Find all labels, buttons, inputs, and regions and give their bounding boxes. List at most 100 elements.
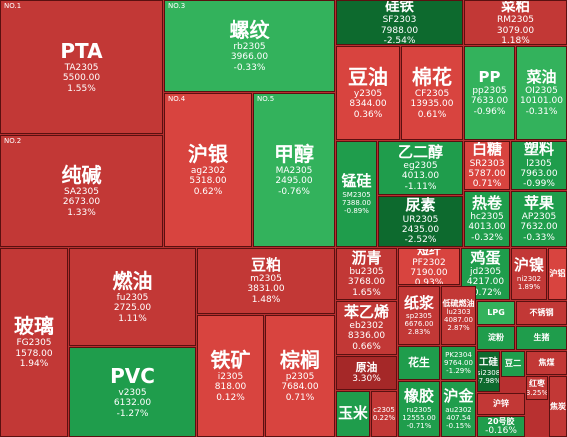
commodity-tile: NO.1 PTA TA2305 5500.00 1.55% [0, 0, 163, 134]
tile-change: -0.89% [344, 206, 369, 215]
commodity-tile: 锰硅 SM2305 7388.00 -0.89% [336, 141, 377, 247]
tile-change: 0.62% [193, 186, 223, 197]
tile-price: 2673.00 [62, 197, 101, 208]
commodity-name: PP [478, 67, 501, 86]
tile-price: 9764.00 [444, 358, 473, 367]
tile-price: 10101.00 [520, 96, 563, 107]
commodity-tile: 豆油 y2305 8344.00 0.36% [336, 46, 400, 140]
tile-change: 0.71% [285, 392, 315, 403]
commodity-name: PVC [110, 363, 155, 388]
tile-code: ni2302 [516, 274, 542, 283]
commodity-name: 不锈钢 [529, 308, 554, 318]
commodity-tile: 菜粕 RM2305 3079.00 1.18% [464, 0, 567, 45]
commodity-tile: 沥青 bu2305 3768.00 1.65% [336, 248, 397, 300]
tile-price: 7190.00 [410, 268, 448, 279]
commodity-tile: PP pp2305 7633.00 -0.96% [464, 46, 515, 140]
tile-price: 12555.00 [402, 413, 436, 422]
commodity-tile: 铁矿 i2305 818.00 0.12% [197, 315, 264, 437]
tile-price: 4217.00 [466, 277, 505, 288]
rank-label: NO.1 [4, 2, 22, 10]
tile-change: 3.30% [352, 374, 381, 385]
tile-change: -0.32% [471, 232, 503, 243]
commodity-name: 沪金 [443, 387, 474, 406]
commodity-tile: 低硫燃油 lu2303 4087.00 2.87% [441, 286, 476, 345]
commodity-name: 菜油 [526, 67, 557, 86]
tile-price: 4013.00 [468, 222, 506, 233]
commodity-tile: 沪镍 ni2302 1.89% [511, 248, 547, 300]
tile-code: SR2303 [469, 158, 505, 169]
commodity-tile: 原油 3.30% [336, 356, 397, 390]
commodity-name: 沥青 [351, 248, 382, 267]
tile-price: 2495.00 [275, 176, 313, 187]
commodity-tile: NO.5 甲醇 MA2305 2495.00 -0.76% [253, 93, 335, 247]
tile-code: jd2305 [469, 267, 502, 278]
tile-change: -0.31% [525, 106, 558, 117]
commodity-name: 纸浆 [403, 293, 434, 312]
tile-change: 2.83% [407, 328, 431, 337]
commodity-name: 沪锌 [493, 399, 509, 409]
commodity-name: 铁矿 [210, 347, 251, 372]
tile-change: -0.33% [523, 232, 555, 243]
tile-code: au2302 [445, 405, 472, 414]
commodity-name: 鸡蛋 [470, 248, 501, 267]
commodity-tile: 沪金 au2302 407.54 -0.15% [441, 381, 476, 437]
tile-price: 8336.00 [347, 331, 386, 342]
tile-change: -0.33% [233, 62, 266, 73]
commodity-tile: 豆粕 m2305 3831.00 1.48% [197, 248, 335, 314]
commodity-tile: 硅铁 SF2303 7988.00 -2.54% [336, 0, 463, 45]
commodity-tile: 塑料 l2305 7963.00 -0.99% [511, 141, 567, 190]
tile-code: CF2305 [414, 88, 450, 99]
commodity-name: 20号胶 [487, 416, 515, 426]
commodity-name: 塑料 [523, 141, 554, 159]
tile-price: 2725.00 [113, 303, 152, 314]
commodity-tile: NO.2 纯碱 SA2305 2673.00 1.33% [0, 135, 163, 247]
commodity-name: 橡胶 [403, 387, 434, 406]
tile-code: OI2305 [525, 86, 558, 97]
tile-change: 0.12% [216, 392, 245, 403]
commodity-tile: 苹果 AP2305 7632.00 -0.33% [511, 191, 567, 247]
commodity-tile: LPG [477, 301, 515, 325]
tile-code: TA2305 [64, 62, 99, 73]
tile-change: -1.29% [446, 367, 471, 376]
commodity-name: 棕榈 [280, 347, 320, 372]
commodity-name: 纯碱 [61, 162, 102, 187]
tile-change: -0.16% [485, 425, 517, 436]
commodity-name: 菜粕 [501, 0, 530, 15]
tile-code: ag2302 [190, 165, 226, 176]
tile-change: 0.66% [352, 341, 381, 352]
tile-code: p2305 [285, 371, 315, 382]
tile-price: 5318.00 [189, 176, 227, 187]
commodity-tile: 工硅 si2308 -7.98% [477, 351, 500, 392]
tile-change: -1.11% [404, 181, 437, 192]
rank-label: NO.4 [168, 95, 186, 103]
tile-change: 1.33% [67, 207, 96, 218]
tile-code: v2305 [118, 387, 147, 398]
tile-code: MA2305 [275, 165, 313, 176]
tile-change: -0.99% [523, 179, 555, 190]
commodity-name: 螺纹 [229, 17, 270, 42]
tile-price: 4087.00 [444, 316, 473, 325]
tile-price: 13935.00 [410, 99, 454, 110]
commodity-name: 棉花 [412, 64, 452, 89]
commodity-tile: 花生 [398, 346, 440, 380]
commodity-name: 焦炭 [550, 401, 566, 411]
commodity-name: 焦煤 [538, 358, 555, 368]
tile-code: FG2305 [16, 338, 52, 349]
tile-price: 5500.00 [62, 73, 101, 84]
tile-change: 0.93% [414, 278, 444, 285]
tile-change: 1.48% [251, 294, 281, 305]
commodity-tile: 沪铝 [548, 248, 567, 300]
tile-code: AP2305 [521, 212, 557, 223]
tile-code: si2308 [477, 368, 500, 377]
rank-label: NO.2 [4, 137, 22, 145]
commodity-tile: 热卷 hc2305 4013.00 -0.32% [464, 191, 510, 247]
tile-change: -2.54% [383, 35, 416, 45]
tile-price: 7388.00 [342, 198, 371, 207]
commodity-tile: 橡胶 ru2305 12555.00 -0.71% [398, 381, 440, 437]
commodity-name: 燃油 [112, 268, 153, 293]
tile-change: 1.11% [118, 313, 147, 324]
commodity-tile: 菜油 OI2305 10101.00 -0.31% [516, 46, 567, 140]
tile-code: sp2305 [406, 312, 432, 321]
commodity-name: 锰硅 [341, 172, 372, 191]
